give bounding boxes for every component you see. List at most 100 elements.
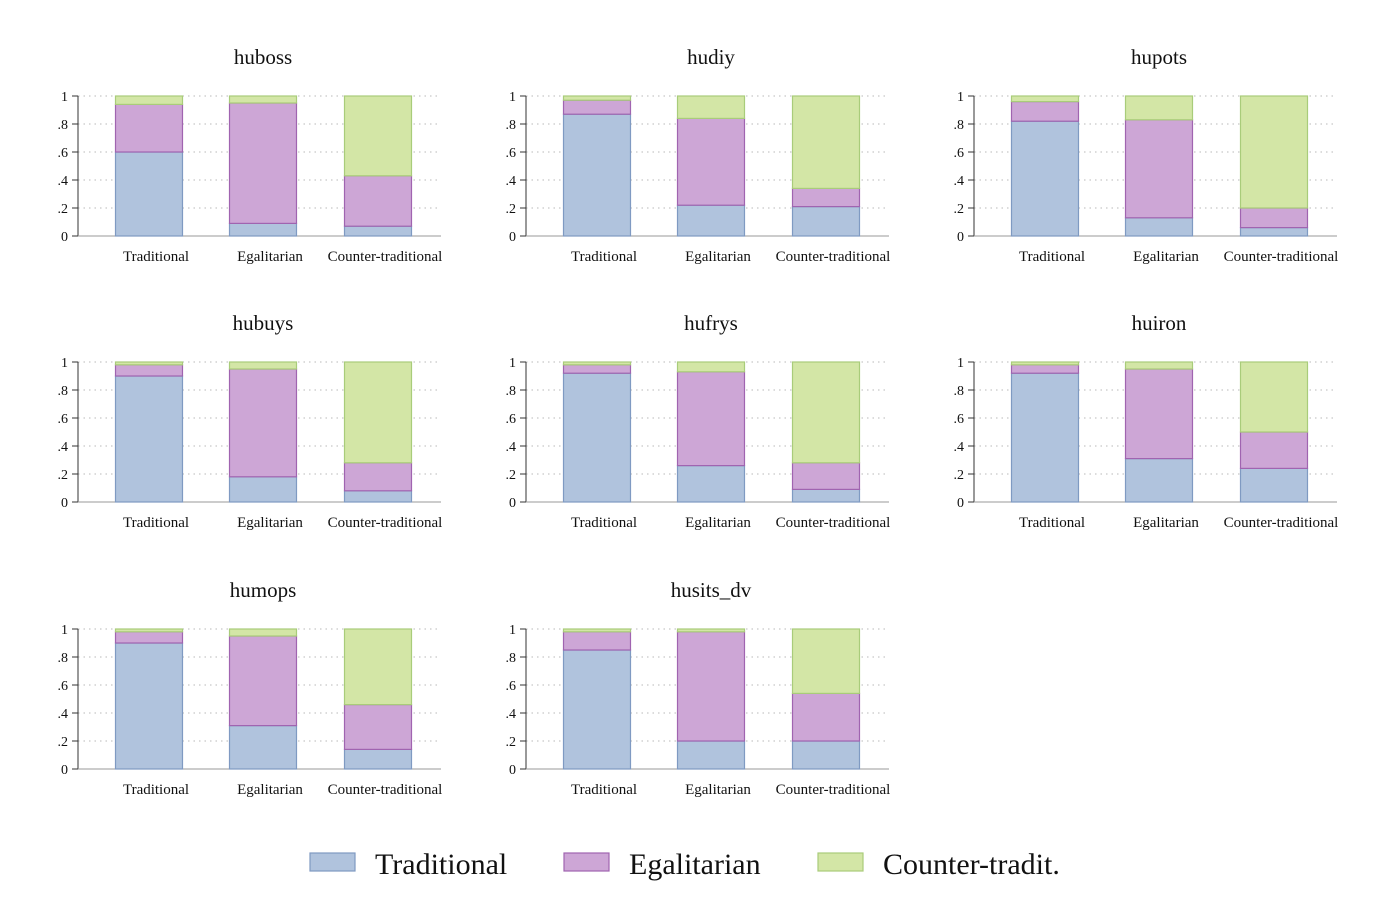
x-tick-label: Egalitarian	[237, 249, 303, 265]
bar-egalitarian-2	[343, 462, 413, 492]
panel-hudiy: hudiy 0 .2 .4 .6 .8 1 Traditional Egalitarian Cou…	[506, 45, 891, 265]
bar-egalitarian-2	[343, 175, 413, 227]
y-tick-label: 0	[61, 230, 68, 245]
x-tick-label: Egalitarian	[685, 515, 751, 531]
x-tick-label: Egalitarian	[1133, 515, 1199, 531]
bar-counter-2	[791, 361, 861, 464]
panel-huboss: huboss 0 .2 .4 .6 .8 1 Traditional Egalitarian Co…	[58, 45, 443, 265]
y-tick-label: .8	[58, 384, 69, 399]
x-tick-label: Traditional	[123, 515, 189, 531]
chart-panels: huboss 0 .2 .4 .6 .8 1 Traditional Egalitarian Co…	[58, 45, 1339, 798]
y-tick-label: 1	[509, 90, 516, 105]
y-tick-label: 0	[61, 496, 68, 511]
bar-counter-1	[676, 628, 746, 633]
bar-counter-1	[228, 361, 298, 370]
x-tick-label: Egalitarian	[1133, 249, 1199, 265]
bar-traditional-1	[228, 476, 298, 503]
y-tick-label: .8	[58, 651, 69, 666]
bar-egalitarian-0	[114, 364, 184, 377]
x-tick-label: Egalitarian	[685, 782, 751, 798]
y-tick-label: 1	[957, 356, 964, 371]
panel-title: humops	[230, 578, 297, 602]
panel-title: huiron	[1132, 311, 1187, 335]
bar-counter-2	[791, 628, 861, 695]
x-tick-label: Egalitarian	[237, 782, 303, 798]
bar-egalitarian-0	[1010, 364, 1080, 374]
bar-traditional-0	[1010, 372, 1080, 503]
bar-traditional-1	[1124, 458, 1194, 503]
x-tick-label: Traditional	[123, 782, 189, 798]
y-tick-label: .2	[506, 468, 517, 483]
y-tick-label: .2	[58, 735, 69, 750]
bar-traditional-0	[114, 375, 184, 503]
y-tick-label: .4	[506, 440, 517, 455]
y-tick-label: .8	[954, 384, 965, 399]
bar-counter-0	[1010, 361, 1080, 366]
y-tick-label: .2	[506, 735, 517, 750]
y-tick-label: .8	[506, 384, 517, 399]
bar-counter-0	[114, 628, 184, 633]
bar-traditional-2	[791, 740, 861, 770]
legend-item-traditional: Traditional	[309, 848, 507, 881]
bar-counter-1	[228, 95, 298, 104]
bar-egalitarian-0	[114, 103, 184, 153]
panel-humops: humops 0 .2 .4 .6 .8 1 Traditional Egalitarian Co…	[58, 578, 443, 798]
y-tick-label: 0	[957, 496, 964, 511]
bar-egalitarian-2	[1239, 207, 1309, 229]
panel-title: hupots	[1131, 45, 1187, 69]
bar-egalitarian-0	[562, 364, 632, 374]
bar-traditional-1	[228, 724, 298, 770]
bar-counter-2	[343, 95, 413, 177]
y-tick-label: .4	[58, 707, 69, 722]
y-tick-label: .2	[954, 468, 965, 483]
bar-counter-0	[562, 95, 632, 101]
bar-egalitarian-2	[343, 703, 413, 750]
bar-egalitarian-1	[228, 102, 298, 225]
y-tick-label: .8	[954, 118, 965, 133]
bar-traditional-1	[1124, 217, 1194, 237]
y-tick-label: .6	[58, 146, 69, 161]
x-tick-label: Counter-traditional	[328, 249, 443, 265]
x-tick-label: Egalitarian	[685, 249, 751, 265]
y-tick-label: .4	[506, 707, 517, 722]
y-tick-label: .2	[58, 202, 69, 217]
bar-egalitarian-1	[676, 117, 746, 206]
y-tick-label: .4	[954, 440, 965, 455]
y-tick-label: .6	[954, 412, 965, 427]
bar-traditional-2	[343, 225, 413, 237]
bar-egalitarian-1	[1124, 368, 1194, 460]
y-tick-label: .6	[506, 412, 517, 427]
bar-counter-1	[676, 95, 746, 119]
legend-label: Counter-tradit.	[883, 848, 1060, 881]
x-tick-label: Counter-traditional	[328, 782, 443, 798]
y-tick-label: .8	[506, 651, 517, 666]
x-tick-label: Traditional	[571, 249, 637, 265]
panel-title: hufrys	[684, 311, 738, 335]
bar-counter-1	[1124, 95, 1194, 121]
y-tick-label: .2	[506, 202, 517, 217]
bar-egalitarian-2	[1239, 431, 1309, 470]
y-tick-label: .6	[506, 146, 517, 161]
panel-hubuys: hubuys 0 .2 .4 .6 .8 1 Traditional Egalitarian Co…	[58, 311, 443, 531]
x-tick-label: Traditional	[571, 515, 637, 531]
bar-traditional-1	[228, 222, 298, 237]
bar-traditional-0	[562, 649, 632, 770]
legend-item-counter: Counter-tradit.	[817, 848, 1060, 881]
y-tick-label: 1	[61, 90, 68, 105]
bar-egalitarian-1	[1124, 119, 1194, 219]
legend-swatch	[817, 852, 864, 872]
y-tick-label: 1	[509, 623, 516, 638]
bar-egalitarian-0	[114, 631, 184, 644]
legend-label: Traditional	[375, 848, 507, 881]
y-tick-label: .2	[58, 468, 69, 483]
y-tick-label: .2	[954, 202, 965, 217]
bar-counter-2	[1239, 361, 1309, 433]
bar-traditional-2	[1239, 467, 1309, 503]
x-tick-label: Traditional	[1019, 515, 1085, 531]
y-tick-label: .4	[58, 440, 69, 455]
panel-title: hubuys	[233, 311, 294, 335]
bar-counter-2	[343, 628, 413, 706]
bar-counter-1	[228, 628, 298, 637]
bar-traditional-1	[676, 465, 746, 503]
